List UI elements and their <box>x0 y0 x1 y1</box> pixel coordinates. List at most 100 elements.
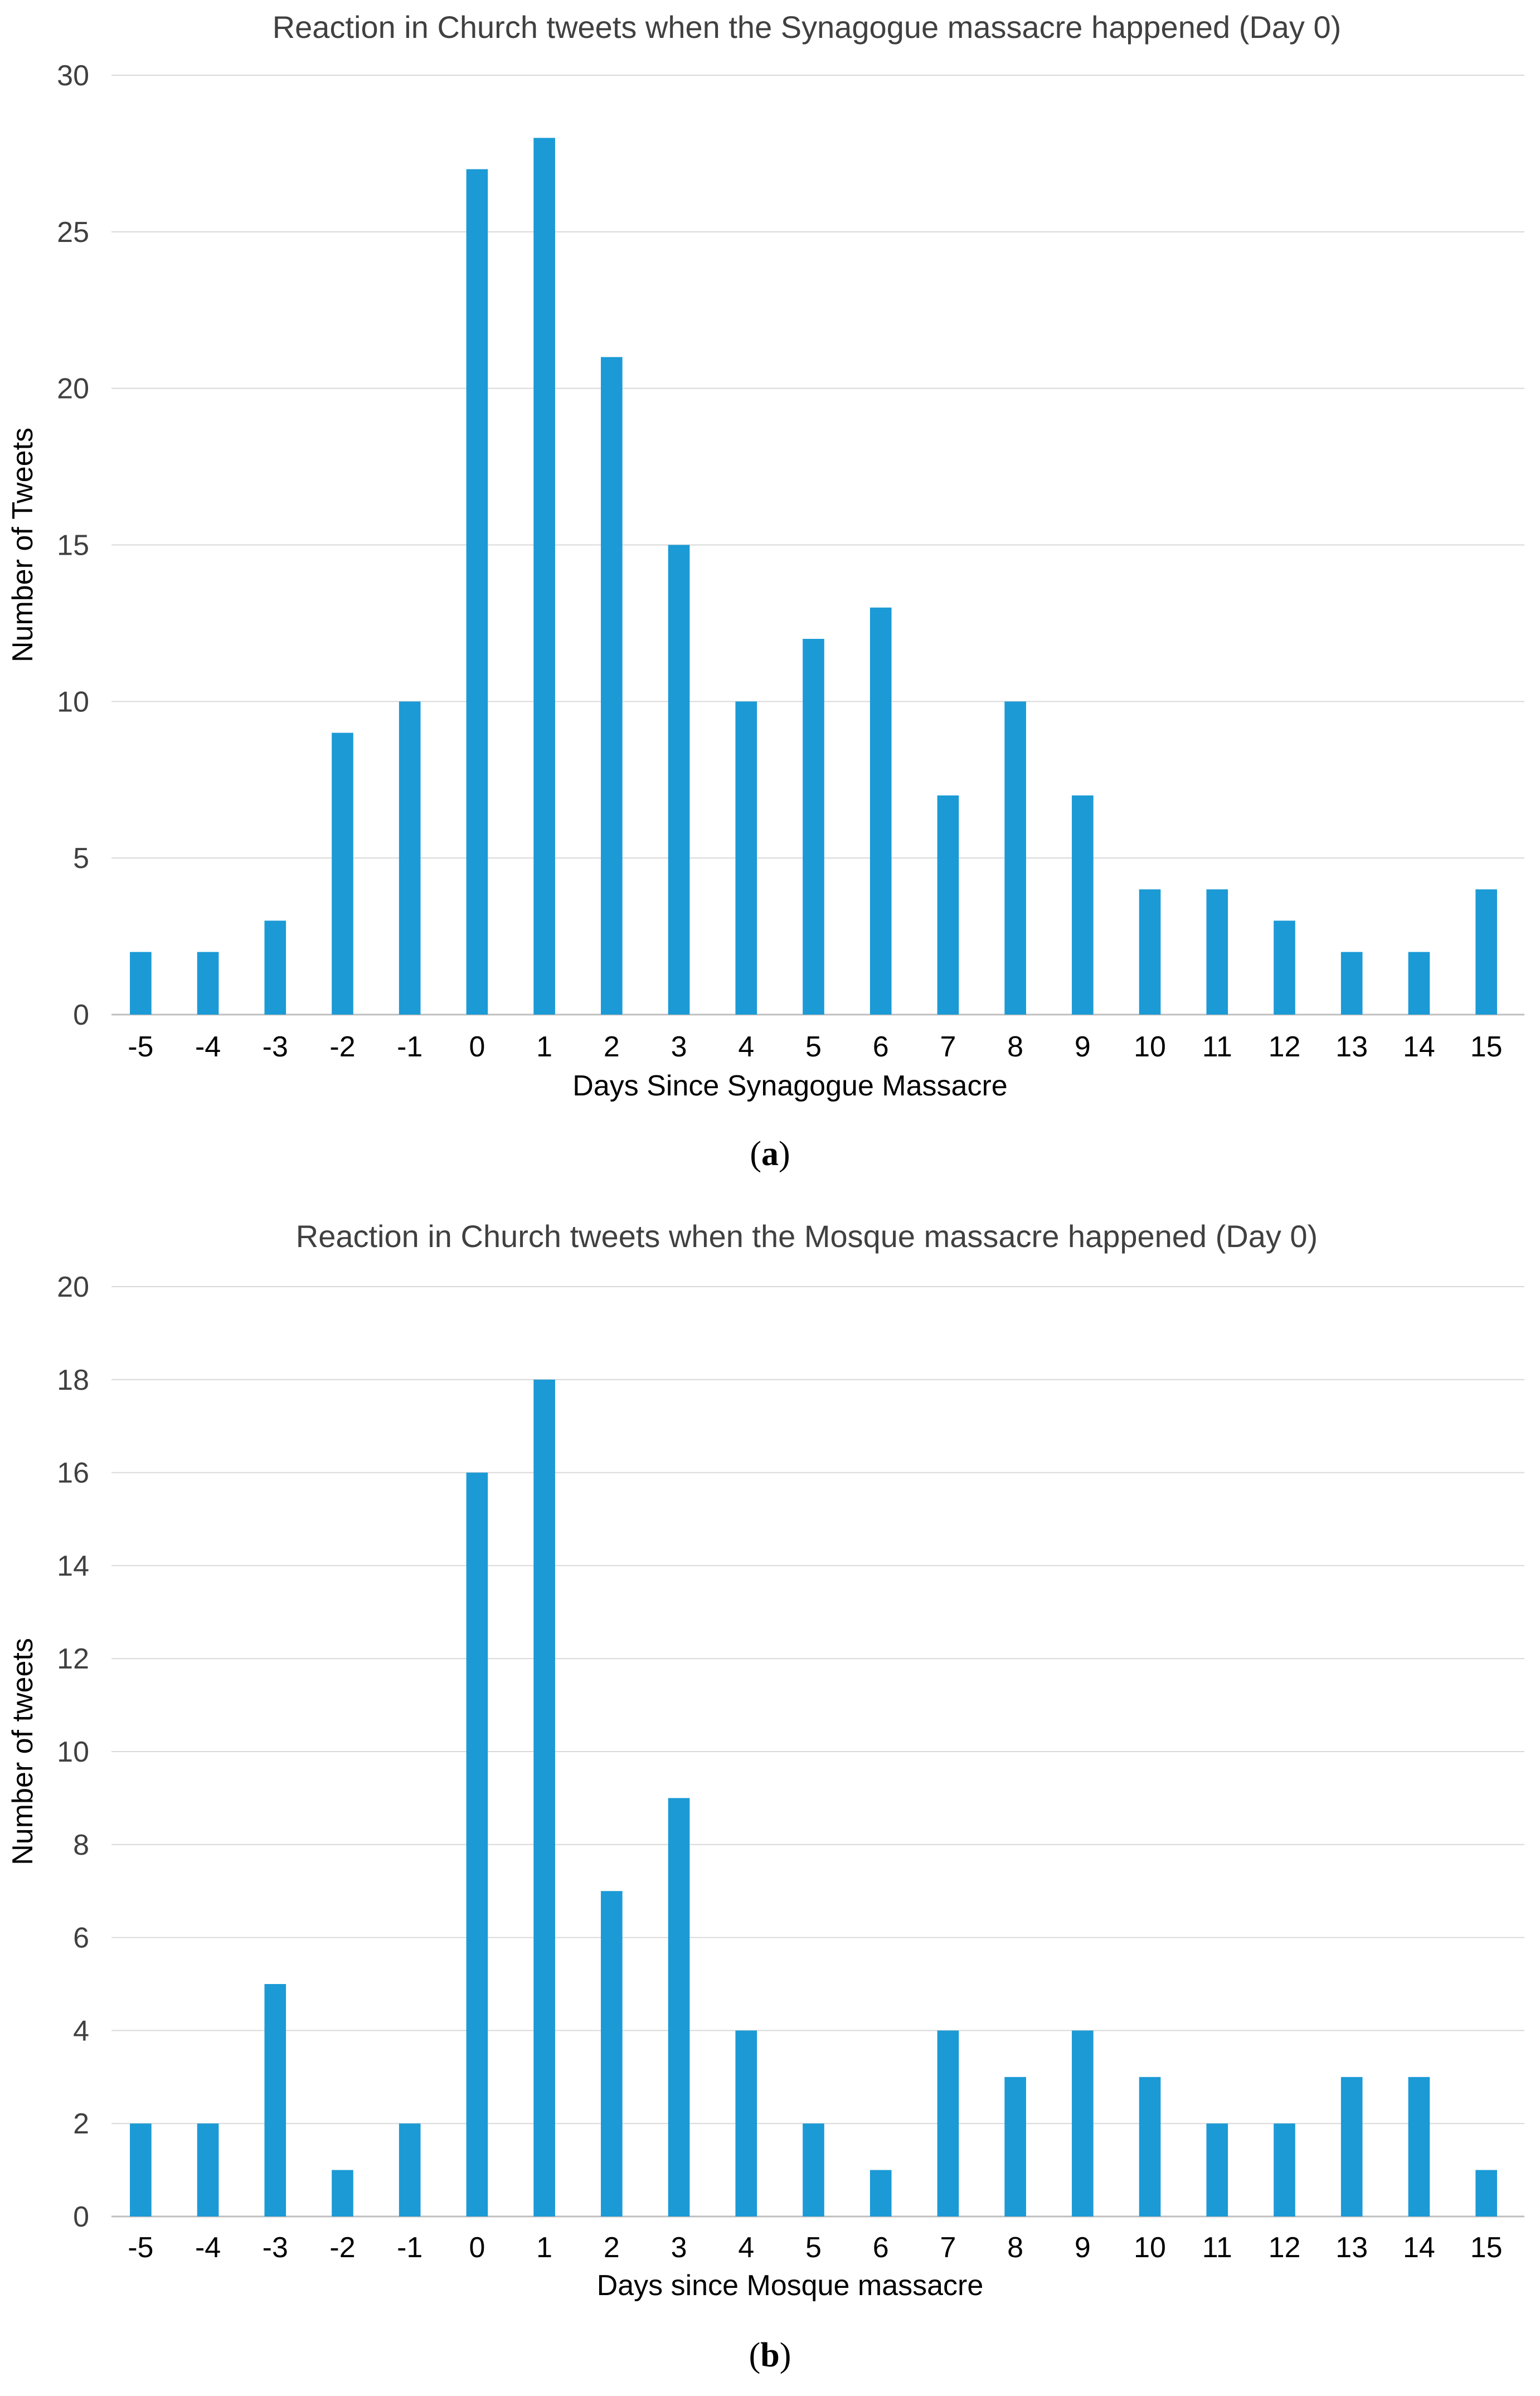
chart-b-x-tick-label: -2 <box>329 2232 355 2264</box>
chart-b-y-axis-label: Number of tweets <box>7 1638 39 1865</box>
chart-a-bar--3 <box>264 920 286 1015</box>
chart-b-x-tick-label: 12 <box>1269 2232 1301 2264</box>
chart-a-x-tick-label: 11 <box>1202 1031 1232 1063</box>
chart-b-y-tick-label: 6 <box>73 1922 89 1954</box>
chart-b-bar-1 <box>533 1379 555 2216</box>
chart-a-y-tick-label: 0 <box>73 999 89 1031</box>
chart-a-y-tick-label: 30 <box>57 60 89 92</box>
chart-b-bar--4 <box>197 2123 219 2216</box>
chart-b-bar-6 <box>869 2170 892 2216</box>
chart-b-bar--1 <box>399 2123 421 2216</box>
chart-a-x-tick-label: 13 <box>1335 1031 1368 1063</box>
caption-a: (a) <box>0 1134 1540 1174</box>
chart-a-bar-14 <box>1408 952 1430 1015</box>
chart-a-bar-15 <box>1475 889 1497 1015</box>
chart-b-y-tick-label: 16 <box>57 1457 89 1490</box>
chart-b-title: Reaction in Church tweets when the Mosqu… <box>296 1219 1318 1254</box>
chart-a-x-tick-label: 4 <box>738 1031 754 1063</box>
chart-a: Reaction in Church tweets when the Synag… <box>7 9 1524 1102</box>
chart-b-bar--3 <box>264 1984 286 2216</box>
chart-b-bar--2 <box>332 2170 353 2216</box>
chart-a-x-tick-label: 2 <box>604 1031 620 1063</box>
chart-b-bar-8 <box>1004 2077 1026 2216</box>
chart-b-bar-10 <box>1139 2077 1161 2216</box>
chart-a-x-axis-label: Days Since Synagogue Massacre <box>572 1070 1007 1102</box>
chart-b-bar-14 <box>1408 2077 1430 2216</box>
chart-a-y-axis-label: Number of Tweets <box>7 428 39 662</box>
chart-b-x-tick-label: 11 <box>1202 2232 1232 2264</box>
chart-a-y-tick-label: 15 <box>57 530 89 562</box>
chart-b-y-tick-label: 0 <box>73 2201 89 2233</box>
chart-a-y-tick-label: 5 <box>73 842 89 875</box>
chart-b-x-tick-label: 8 <box>1007 2232 1023 2264</box>
chart-a-bar-2 <box>601 357 623 1015</box>
caption-a-letter: a <box>761 1135 779 1173</box>
chart-b-x-tick-label: 7 <box>940 2232 956 2264</box>
caption-a-close: ) <box>779 1135 790 1173</box>
chart-b-x-tick-label: 1 <box>536 2232 552 2264</box>
chart-a-y-tick-label: 20 <box>57 373 89 405</box>
chart-b-x-tick-label: 9 <box>1075 2232 1091 2264</box>
chart-a-bar--4 <box>197 952 219 1015</box>
chart-b-x-tick-label: 15 <box>1470 2232 1503 2264</box>
chart-a-x-tick-label: 12 <box>1269 1031 1301 1063</box>
chart-a-bar-1 <box>533 138 555 1015</box>
chart-a-bar-8 <box>1004 701 1026 1015</box>
chart-a-x-tick-label: 7 <box>940 1031 956 1063</box>
chart-b-bar-12 <box>1274 2123 1295 2216</box>
chart-a-bar-0 <box>466 169 488 1015</box>
chart-b-x-tick-label: -4 <box>195 2232 221 2264</box>
chart-a-x-tick-label: 14 <box>1403 1031 1435 1063</box>
chart-panel-b: Reaction in Church tweets when the Mosqu… <box>0 1199 1540 2396</box>
chart-b-x-tick-label: 0 <box>469 2232 485 2264</box>
chart-a-bar-13 <box>1340 952 1363 1015</box>
chart-a-bar-7 <box>937 795 959 1015</box>
chart-b-x-tick-label: 2 <box>604 2232 620 2264</box>
chart-b-x-tick-label: 10 <box>1134 2232 1166 2264</box>
chart-b-bar-2 <box>601 1891 623 2216</box>
caption-b-close: ) <box>779 2336 791 2374</box>
chart-panel-a: Reaction in Church tweets when the Synag… <box>7 9 1524 1102</box>
chart-a-bar-11 <box>1206 889 1228 1015</box>
chart-a-bar-9 <box>1072 795 1094 1015</box>
chart-b-bar-15 <box>1475 2170 1497 2216</box>
chart-a-x-tick-label: 8 <box>1007 1031 1023 1063</box>
chart-a-bar-5 <box>803 639 824 1015</box>
chart-b-x-tick-label: 13 <box>1335 2232 1368 2264</box>
chart-a-x-tick-label: -5 <box>128 1031 153 1063</box>
chart-b-x-tick-label: 14 <box>1403 2232 1435 2264</box>
chart-a-x-tick-label: 6 <box>873 1031 889 1063</box>
chart-b-bar-11 <box>1206 2123 1228 2216</box>
chart-b-bar-9 <box>1072 2030 1094 2216</box>
chart-a-x-tick-label: -1 <box>397 1031 422 1063</box>
chart-b-bar-4 <box>735 2030 757 2216</box>
chart-b-x-tick-label: 4 <box>738 2232 754 2264</box>
chart-b-x-tick-label: 3 <box>671 2232 687 2264</box>
chart-a-x-tick-label: 1 <box>536 1031 552 1063</box>
chart-a-x-tick-label: 15 <box>1470 1031 1503 1063</box>
caption-b: (b) <box>0 2336 1540 2375</box>
chart-a-x-tick-label: -3 <box>263 1031 288 1063</box>
caption-b-open: ( <box>749 2336 761 2374</box>
chart-a-x-tick-label: 9 <box>1075 1031 1091 1063</box>
chart-b: Reaction in Church tweets when the Mosqu… <box>7 1219 1524 2302</box>
chart-b-y-tick-label: 12 <box>57 1643 89 1675</box>
caption-b-letter: b <box>760 2336 780 2374</box>
chart-a-x-tick-label: 5 <box>805 1031 822 1063</box>
chart-b-bar-7 <box>937 2030 959 2216</box>
chart-a-x-tick-label: -2 <box>329 1031 355 1063</box>
chart-a-bar--2 <box>332 733 353 1015</box>
chart-b-bar-3 <box>668 1798 690 2216</box>
chart-b-bar-0 <box>466 1472 488 2216</box>
chart-a-x-tick-label: 3 <box>671 1031 687 1063</box>
chart-b-y-tick-label: 14 <box>57 1550 89 1582</box>
chart-b-y-tick-label: 2 <box>73 2108 89 2140</box>
chart-b-bar--5 <box>130 2123 152 2216</box>
chart-a-bar--5 <box>130 952 152 1015</box>
chart-b-x-tick-label: -5 <box>128 2232 153 2264</box>
chart-b-bar-5 <box>803 2123 824 2216</box>
chart-b-x-tick-label: 5 <box>805 2232 822 2264</box>
chart-a-bar-10 <box>1139 889 1161 1015</box>
chart-a-x-tick-label: -4 <box>195 1031 221 1063</box>
chart-b-y-tick-label: 4 <box>73 2015 89 2047</box>
